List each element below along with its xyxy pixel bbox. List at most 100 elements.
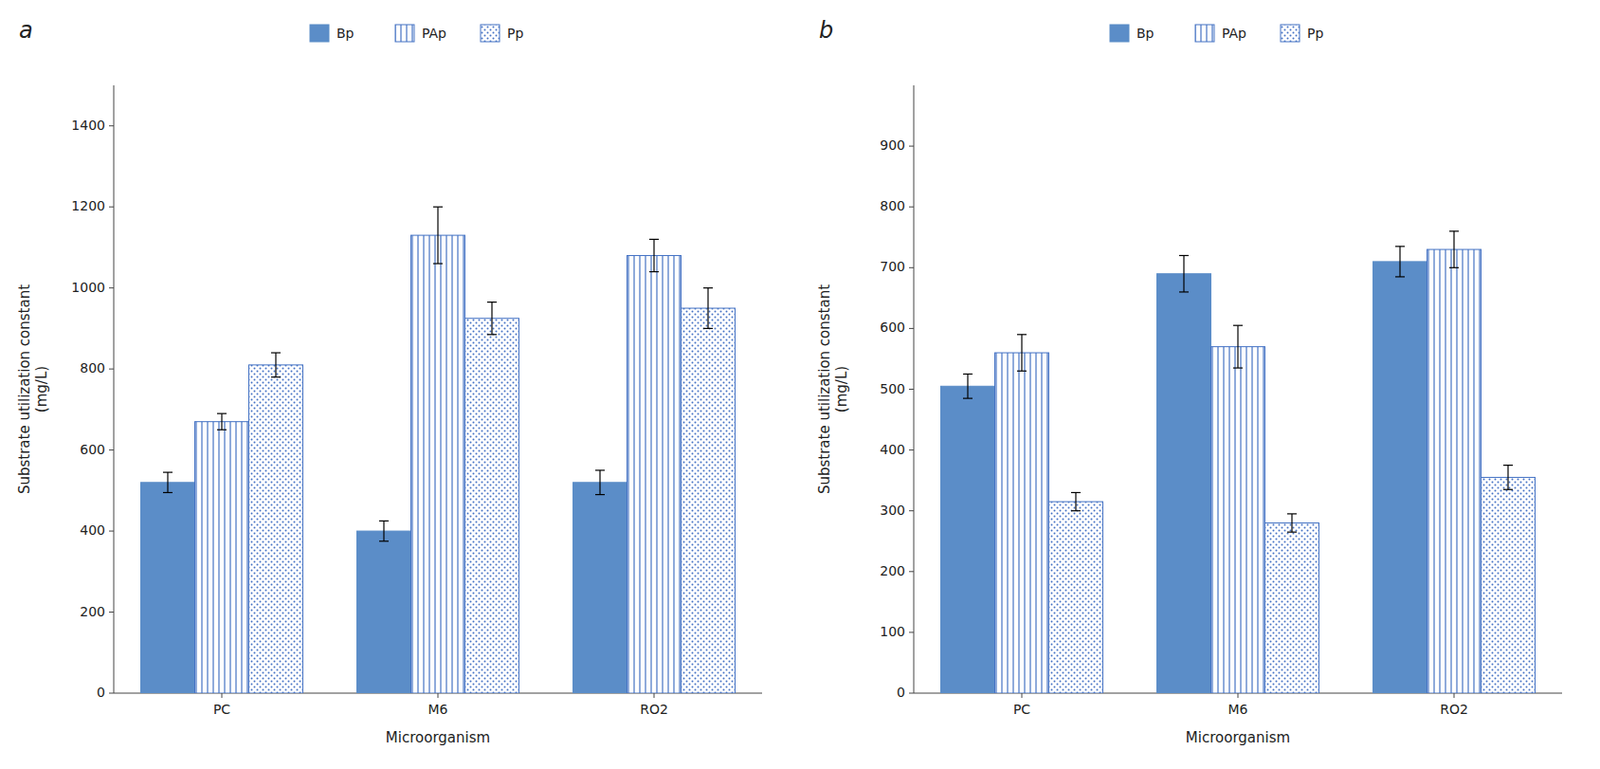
x-axis: PC M6 RO2 — [1013, 692, 1469, 717]
y-tick — [109, 206, 114, 208]
y-axis-title-line: (mg/L) — [833, 365, 851, 413]
y-tick-label: 500 — [879, 381, 906, 397]
error-cap — [487, 333, 497, 335]
error-cap — [595, 469, 605, 471]
y-tick-label: 1400 — [71, 117, 106, 133]
bar — [249, 364, 304, 693]
x-tick-label: RO2 — [1439, 701, 1469, 717]
error-stem — [1182, 254, 1184, 291]
error-stem — [274, 352, 276, 378]
legend-label: PAp — [1221, 25, 1247, 41]
error-cap — [1449, 230, 1459, 232]
error-cap — [1233, 325, 1243, 327]
y-tick-label: 600 — [79, 441, 106, 457]
error-stem — [436, 206, 438, 264]
error-bar — [1071, 491, 1081, 510]
error-cap — [1017, 370, 1027, 372]
y-tick — [109, 287, 114, 289]
error-cap — [1503, 464, 1513, 466]
y-axis-title: Substrate utilization constant(mg/L) — [16, 284, 51, 494]
error-stem — [599, 470, 600, 495]
bar — [1265, 523, 1320, 693]
error-bar — [163, 472, 173, 492]
y-tick-label: 900 — [879, 137, 906, 153]
x-axis: PC M6 RO2 — [213, 692, 669, 717]
error-bar — [963, 373, 973, 399]
error-bar — [1233, 325, 1243, 368]
error-cap — [433, 262, 443, 264]
y-tick — [909, 206, 914, 208]
legend-label: Bp — [1136, 25, 1155, 41]
error-stem — [166, 472, 168, 492]
y-tick — [109, 530, 114, 532]
x-tick — [221, 692, 223, 698]
bar — [1157, 273, 1212, 693]
legend-label: Pp — [507, 25, 524, 41]
legend-swatch — [1109, 24, 1129, 42]
error-cap — [217, 413, 227, 415]
x-tick — [1021, 692, 1023, 698]
bar — [941, 385, 996, 693]
bar — [995, 352, 1050, 693]
x-tick-label: M6 — [428, 701, 449, 717]
bar — [1211, 346, 1266, 693]
x-tick — [654, 692, 655, 698]
error-cap — [1395, 245, 1405, 247]
legend-swatch — [309, 24, 329, 42]
bar — [627, 254, 682, 693]
legend-swatch — [395, 24, 415, 42]
x-tick-label: PC — [213, 701, 231, 717]
legend: BpPApPp — [1109, 24, 1324, 42]
bar — [195, 421, 250, 693]
y-tick-label: 700 — [879, 258, 906, 274]
bar — [1049, 501, 1104, 693]
error-cap — [963, 398, 973, 400]
error-stem — [220, 413, 222, 430]
legend: BpPApPp — [309, 24, 524, 42]
y-tick-label: 300 — [879, 502, 906, 518]
bar — [411, 235, 466, 693]
error-cap — [379, 540, 389, 542]
error-bar — [487, 302, 497, 335]
error-bar — [217, 413, 227, 430]
y-axis-title-line: Substrate utilization constant — [816, 284, 834, 494]
error-stem — [1453, 231, 1455, 268]
bar — [1373, 261, 1428, 693]
x-tick-label: PC — [1013, 701, 1031, 717]
y-tick-label: 600 — [879, 319, 906, 335]
legend-swatch — [1280, 24, 1300, 42]
y-tick — [909, 692, 914, 694]
error-cap — [649, 271, 659, 273]
bars — [141, 206, 736, 693]
legend-swatch — [480, 24, 500, 42]
y-tick — [909, 509, 914, 511]
bar — [141, 482, 196, 693]
error-bar — [1017, 334, 1027, 371]
error-cap — [703, 287, 713, 289]
x-tick-label: M6 — [1228, 701, 1249, 717]
bar — [573, 482, 628, 693]
y-tick-label: 200 — [879, 563, 906, 579]
error-cap — [1287, 512, 1297, 514]
y-tick — [109, 611, 114, 613]
legend-label: PAp — [421, 25, 447, 41]
error-stem — [653, 238, 655, 272]
y-tick — [109, 368, 114, 370]
error-stem — [1236, 325, 1238, 368]
x-tick-label: RO2 — [639, 701, 669, 717]
y-tick-label: 0 — [96, 684, 106, 700]
panel-label: a — [18, 17, 34, 44]
y-tick — [909, 631, 914, 633]
y-tick-label: 800 — [79, 360, 106, 376]
error-cap — [963, 373, 973, 375]
y-tick-label: 0 — [896, 684, 906, 700]
error-bar — [1503, 465, 1513, 491]
error-bar — [433, 206, 443, 264]
error-stem — [1290, 513, 1292, 532]
y-tick — [909, 449, 914, 451]
error-cap — [649, 238, 659, 240]
bars — [941, 231, 1536, 693]
error-cap — [163, 472, 173, 473]
error-stem — [1507, 465, 1509, 491]
y-tick-label: 200 — [79, 603, 106, 619]
